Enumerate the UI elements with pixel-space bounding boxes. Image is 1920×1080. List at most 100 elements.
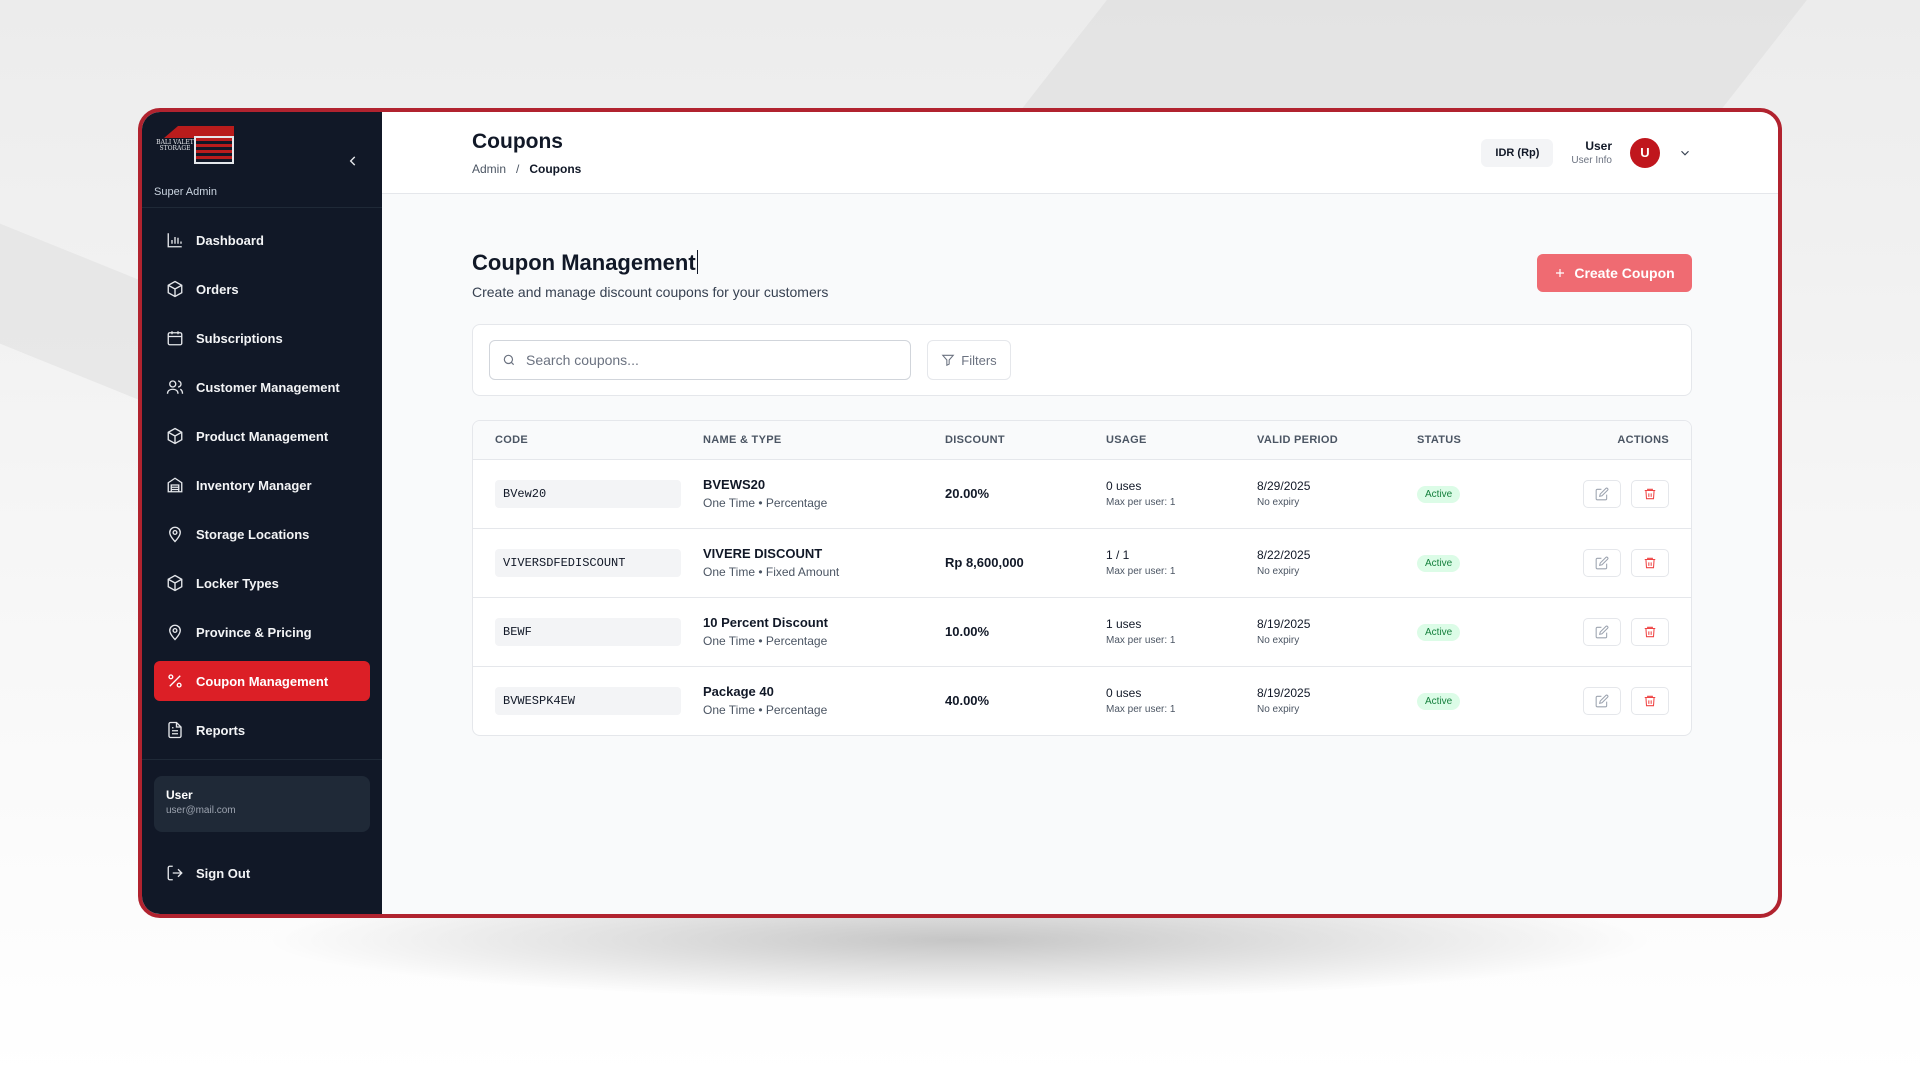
sidebar-item-customer-management[interactable]: Customer Management (154, 367, 370, 407)
column-header-status[interactable]: STATUS (1417, 421, 1557, 460)
avatar[interactable]: U (1630, 137, 1660, 168)
percent-icon (168, 674, 182, 689)
sidebar: BALI VALET STORAGE Super Admin Dashboard… (142, 112, 382, 914)
currency-selector[interactable]: IDR (Rp) (1481, 138, 1554, 167)
sidebar-user-email: user@mail.com (166, 805, 236, 817)
column-header-code[interactable]: CODE (473, 421, 703, 460)
sidebar-item-subscriptions[interactable]: Subscriptions (154, 318, 370, 358)
sidebar-item-storage-locations[interactable]: Storage Locations (154, 514, 370, 554)
coupon-usage-limit: Max per user: 1 (1106, 635, 1176, 646)
sidebar-item-label: Reports (196, 722, 246, 738)
sidebar-user-card[interactable]: User user@mail.com (154, 776, 370, 833)
coupon-discount: 10.00% (945, 624, 990, 639)
coupon-name: Package 40 (703, 684, 774, 700)
column-header-usage[interactable]: USAGE (1106, 421, 1257, 460)
column-header-discount[interactable]: DISCOUNT (945, 421, 1106, 460)
topbar-user-info: User User Info (1571, 139, 1612, 166)
bar-chart-icon (167, 233, 182, 248)
column-header-valid-period[interactable]: VALID PERIOD (1257, 421, 1417, 460)
sidebar-item-label: Dashboard (196, 232, 264, 248)
trash-icon (1644, 626, 1656, 637)
coupon-usage-limit: Max per user: 1 (1106, 704, 1176, 716)
create-coupon-label: Create Coupon (1574, 265, 1675, 281)
edit-icon (1595, 487, 1609, 500)
chevron-down-icon[interactable] (1678, 146, 1692, 160)
sidebar-item-label: Product Management (196, 428, 329, 444)
sidebar-header: BALI VALET STORAGE Super Admin (142, 112, 382, 209)
coupon-usage-limit: Max per user: 1 (1106, 566, 1176, 577)
user-role: Super Admin (154, 186, 217, 198)
topbar-user-sub: User Info (1571, 155, 1612, 166)
coupon-valid-from: 8/19/2025 (1257, 617, 1311, 631)
coupon-usage: 1 uses (1106, 617, 1142, 631)
status-badge: Active (1417, 692, 1461, 710)
sidebar-item-orders[interactable]: Orders (154, 269, 370, 309)
chevron-left-icon (349, 156, 356, 166)
sidebar-item-inventory-manager[interactable]: Inventory Manager (154, 465, 370, 505)
edit-button[interactable] (1583, 548, 1621, 577)
section-title-text: Coupon Management (472, 250, 696, 275)
coupon-name: BVEWS20 (703, 477, 766, 492)
sidebar-item-label: Province & Pricing (196, 624, 312, 640)
collapse-sidebar-button[interactable] (346, 152, 360, 173)
sidebar-item-coupon-management[interactable]: Coupon Management (154, 661, 370, 702)
sidebar-item-label: Inventory Manager (196, 477, 312, 493)
coupon-code: BEWF (495, 617, 681, 646)
status-badge: Active (1417, 554, 1461, 572)
table-row: BVew20 BVEWS20 One Time • Percentage 20.0… (473, 459, 1691, 529)
delete-button[interactable] (1631, 479, 1669, 508)
plus-icon (1556, 269, 1565, 277)
coupon-code: VIVERSDFEDISCOUNT (495, 548, 681, 577)
coupon-usage: 0 uses (1106, 479, 1142, 493)
sign-out-button[interactable]: Sign Out (142, 854, 382, 892)
edit-button[interactable] (1583, 479, 1621, 508)
trash-icon (1644, 695, 1656, 706)
sidebar-item-locker-types[interactable]: Locker Types (154, 563, 370, 603)
sidebar-item-label: Orders (196, 281, 239, 297)
edit-button[interactable] (1583, 686, 1621, 715)
coupon-expiry: No expiry (1257, 635, 1300, 646)
coupon-expiry: No expiry (1257, 704, 1300, 716)
sidebar-item-product-management[interactable]: Product Management (154, 416, 370, 456)
status-badge: Active (1417, 623, 1461, 641)
sidebar-user-name: User (166, 788, 193, 803)
delete-button[interactable] (1631, 617, 1669, 646)
warehouse-icon (167, 477, 183, 493)
filter-icon (941, 354, 955, 367)
coupons-table: CODE NAME & TYPE DISCOUNT USAGE VALID PE… (473, 421, 1691, 735)
sidebar-item-province-pricing[interactable]: Province & Pricing (154, 612, 370, 652)
box-icon (167, 281, 183, 298)
delete-button[interactable] (1631, 548, 1669, 577)
coupon-expiry: No expiry (1257, 566, 1300, 577)
sidebar-item-dashboard[interactable]: Dashboard (154, 220, 370, 260)
coupon-usage: 0 uses (1106, 686, 1142, 701)
edit-button[interactable] (1583, 617, 1621, 646)
section-title: Coupon Management (472, 250, 828, 276)
coupon-type: One Time • Percentage (703, 496, 828, 510)
logo-text: BALI VALET STORAGE (156, 139, 194, 152)
sidebar-item-reports[interactable]: Reports (154, 710, 370, 750)
filters-label: Filters (961, 352, 997, 368)
page-content: Coupon Management Create and manage disc… (382, 194, 1778, 736)
main-area: Coupons Admin / Coupons IDR (Rp) User Us… (382, 112, 1778, 914)
edit-icon (1595, 694, 1609, 708)
breadcrumb-separator: / (516, 161, 520, 176)
create-coupon-button[interactable]: Create Coupon (1537, 254, 1692, 292)
search-icon (503, 354, 515, 366)
table-row: BVWESPK4EW Package 40 One Time • Percenta… (473, 666, 1691, 735)
search-box[interactable] (489, 340, 911, 380)
delete-button[interactable] (1631, 686, 1669, 715)
topbar: Coupons Admin / Coupons IDR (Rp) User Us… (382, 112, 1778, 194)
breadcrumb-admin[interactable]: Admin (472, 161, 507, 176)
map-pin-icon (169, 527, 181, 543)
search-input[interactable] (526, 352, 886, 368)
section-subtitle: Create and manage discount coupons for y… (472, 284, 829, 300)
coupon-usage: 1 / 1 (1106, 548, 1130, 562)
sidebar-nav: Dashboard Orders Subscriptions Customer … (142, 208, 382, 759)
filter-bar: Filters (472, 324, 1692, 396)
coupon-usage-limit: Max per user: 1 (1106, 497, 1176, 508)
sidebar-item-label: Coupon Management (196, 673, 329, 689)
column-header-name-type[interactable]: NAME & TYPE (703, 421, 945, 460)
calendar-icon (167, 331, 183, 346)
filters-button[interactable]: Filters (927, 340, 1011, 380)
